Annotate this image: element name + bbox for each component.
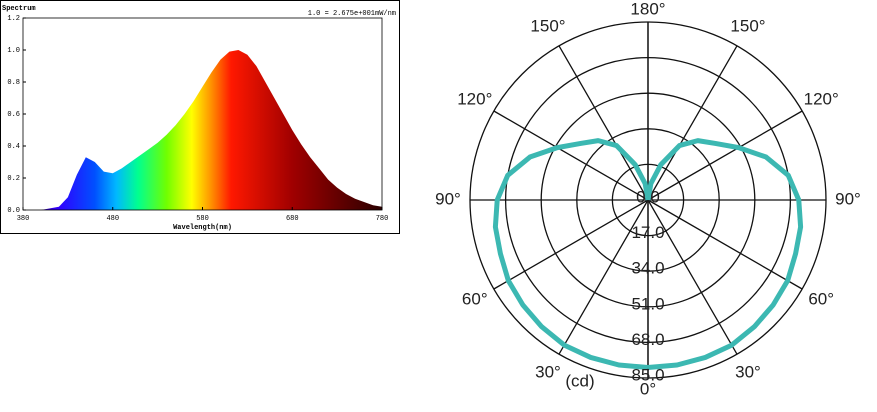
r-tick-label: 17.0 [631,223,664,242]
spoke [647,199,803,290]
x-axis-label: Wavelength(nm) [173,224,232,232]
angle-label: 30° [735,363,761,382]
angle-label: 90° [435,189,461,208]
intensity-curve [645,138,804,371]
intensity-curve [492,138,651,371]
spoke [647,110,803,201]
y-tick-label: 0.2 [7,175,20,183]
x-tick-label: 780 [376,215,389,223]
spoke [493,199,649,290]
x-tick-label: 480 [106,215,119,223]
angle-label: 60° [462,289,488,308]
annotation: 1.0 = 2.675e+001mW/nm [308,10,396,18]
r-axis-label: (cd) [565,371,594,390]
r-tick-label: 0.0 [636,187,660,206]
y-tick-label: 0.0 [7,207,20,215]
y-tick-label: 0.8 [7,79,20,87]
r-tick-label: 34.0 [631,259,664,278]
angle-label: 120° [804,89,839,108]
angle-label: 60° [808,289,834,308]
angle-label: 150° [530,16,565,35]
angle-label: 0° [640,379,656,398]
angle-label: 90° [835,189,861,208]
x-tick-label: 380 [17,215,30,223]
spoke [647,199,738,355]
spoke [493,110,649,201]
angle-label: 180° [630,0,665,18]
chart-title: Spectrum [2,5,36,13]
spoke [558,199,649,355]
spoke [647,45,738,201]
x-tick-label: 580 [196,215,209,223]
y-tick-label: 1.2 [7,15,20,23]
r-tick-label: 51.0 [631,294,664,313]
polar-grid [469,21,827,379]
angle-label: 30° [535,363,561,382]
angle-label: 150° [730,16,765,35]
x-tick-label: 680 [286,215,299,223]
y-tick-label: 0.6 [7,111,20,119]
y-tick-label: 0.4 [7,143,20,151]
spectrum-area [23,50,382,210]
r-tick-label: 85.0 [631,365,664,384]
y-tick-label: 1.0 [7,47,20,55]
angle-label: 120° [457,89,492,108]
spoke [558,45,649,201]
r-tick-label: 68.0 [631,330,664,349]
